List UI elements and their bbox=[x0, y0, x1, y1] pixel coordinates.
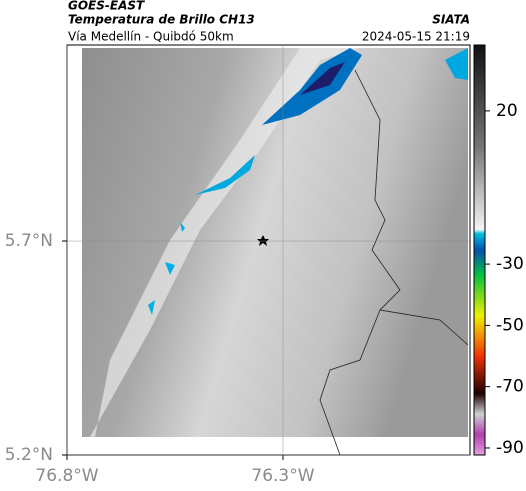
lat-tick-label: 5.7°N bbox=[5, 231, 53, 251]
colorbar bbox=[473, 44, 486, 456]
border bbox=[319, 69, 469, 456]
lat-tick-label: 5.2°N bbox=[5, 445, 53, 465]
colorbar-tick-label: -30 bbox=[496, 254, 524, 274]
cold-cloud bbox=[148, 222, 185, 315]
lon-tick-label: 76.3°W bbox=[251, 466, 314, 486]
location-marker bbox=[257, 235, 269, 246]
colorbar-tick-label: 20 bbox=[496, 101, 518, 121]
source: SIATA bbox=[432, 13, 470, 27]
lon-tick-label: 76.8°W bbox=[35, 466, 98, 486]
colorbar-tick-label: -70 bbox=[496, 377, 524, 397]
timestamp: 2024-05-15 21:19 bbox=[362, 30, 470, 44]
cold-cloud bbox=[445, 48, 468, 80]
colorbar-tick-label: -50 bbox=[496, 315, 524, 335]
cold-cloud bbox=[195, 155, 255, 195]
title: GOES-EAST bbox=[68, 0, 145, 13]
cold-core bbox=[300, 62, 345, 95]
subtitle: Temperatura de Brillo CH13 bbox=[68, 13, 255, 27]
route: Vía Medellín - Quibdó 50km bbox=[68, 30, 234, 44]
colorbar-tick-label: -90 bbox=[496, 438, 524, 458]
